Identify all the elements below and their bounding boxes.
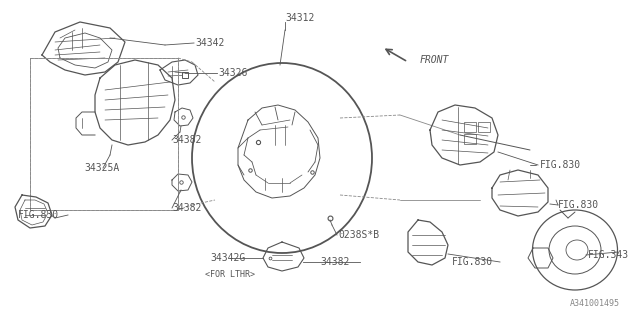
Text: <FOR LTHR>: <FOR LTHR> [205, 270, 255, 279]
Text: 34382: 34382 [172, 135, 202, 145]
Text: A341001495: A341001495 [570, 299, 620, 308]
Bar [464, 122, 476, 132]
Text: FIG.343: FIG.343 [588, 250, 629, 260]
Text: FIG.830: FIG.830 [18, 210, 59, 220]
Text: FIG.830: FIG.830 [452, 257, 493, 267]
Bar [478, 122, 490, 132]
Text: 0238S*B: 0238S*B [338, 230, 379, 240]
Text: 34342G: 34342G [210, 253, 245, 263]
Text: 34312: 34312 [285, 13, 314, 23]
Bar [464, 134, 476, 144]
Text: 34382: 34382 [320, 257, 349, 267]
Text: 34326: 34326 [218, 68, 248, 78]
Text: 34325A: 34325A [84, 163, 119, 173]
Text: FIG.830: FIG.830 [540, 160, 581, 170]
Text: FIG.830: FIG.830 [558, 200, 599, 210]
Text: 34382: 34382 [172, 203, 202, 213]
Text: 34342: 34342 [195, 38, 225, 48]
Text: FRONT: FRONT [420, 55, 449, 65]
